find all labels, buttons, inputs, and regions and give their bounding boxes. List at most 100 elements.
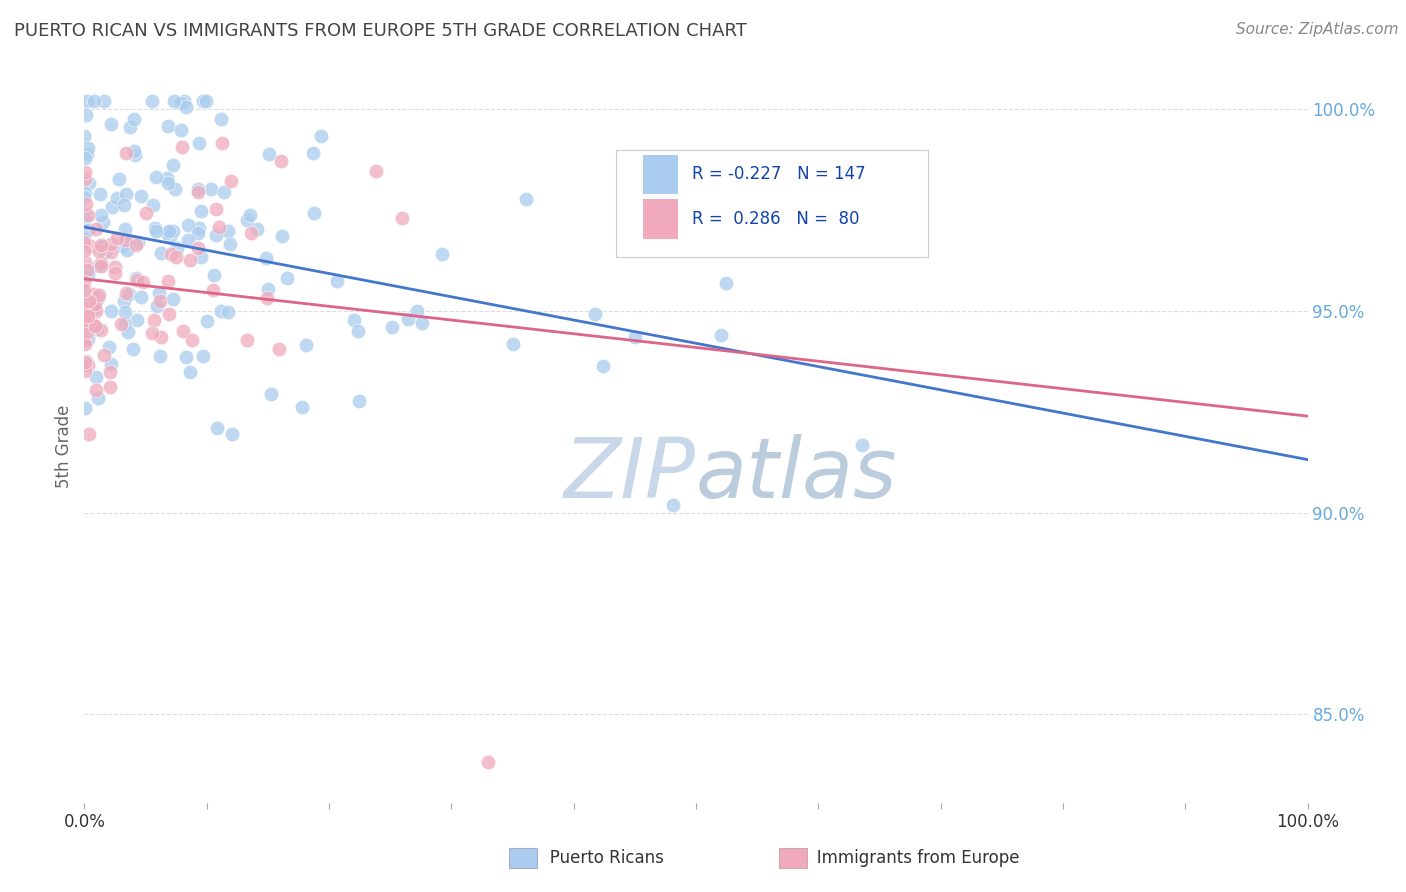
Point bbox=[118, 120, 141, 134]
Point bbox=[502, 337, 524, 351]
Point bbox=[87, 259, 110, 273]
Point bbox=[406, 303, 429, 318]
Point bbox=[112, 198, 135, 212]
Point bbox=[165, 250, 187, 264]
Point bbox=[115, 146, 138, 161]
Point bbox=[127, 273, 149, 287]
Point bbox=[89, 288, 111, 302]
Point bbox=[236, 334, 259, 348]
Point bbox=[90, 208, 112, 222]
Point bbox=[195, 95, 218, 109]
Point bbox=[117, 326, 139, 340]
Point bbox=[73, 211, 96, 226]
Point bbox=[163, 95, 186, 109]
Point bbox=[94, 244, 117, 259]
Point bbox=[396, 311, 419, 326]
Point bbox=[111, 238, 134, 252]
Point bbox=[91, 215, 114, 229]
Point bbox=[73, 275, 96, 289]
Point bbox=[86, 322, 108, 336]
Point bbox=[254, 251, 277, 265]
Point bbox=[187, 226, 209, 240]
Point bbox=[150, 330, 173, 344]
Point bbox=[104, 266, 127, 280]
Point bbox=[209, 304, 232, 318]
Point bbox=[477, 756, 499, 770]
Point bbox=[202, 268, 225, 283]
Point bbox=[276, 271, 298, 285]
Point bbox=[162, 292, 184, 306]
Point bbox=[301, 146, 323, 161]
Point bbox=[93, 95, 115, 109]
Point bbox=[179, 252, 201, 267]
Point bbox=[75, 186, 97, 201]
Point bbox=[326, 273, 349, 287]
Point bbox=[381, 320, 404, 334]
Point bbox=[157, 307, 180, 321]
Point bbox=[125, 313, 148, 327]
Point bbox=[127, 235, 149, 249]
Point bbox=[73, 190, 96, 204]
Point bbox=[73, 254, 96, 268]
Point bbox=[75, 108, 97, 122]
Point bbox=[219, 236, 242, 251]
Point bbox=[141, 95, 163, 109]
Point bbox=[145, 224, 167, 238]
Point bbox=[87, 391, 110, 405]
Point bbox=[347, 393, 370, 408]
Point bbox=[309, 128, 332, 143]
Point bbox=[160, 246, 183, 260]
Point bbox=[343, 312, 366, 326]
Point bbox=[77, 176, 100, 190]
Point bbox=[73, 293, 96, 308]
Point bbox=[115, 186, 138, 201]
Point bbox=[165, 182, 187, 196]
Point bbox=[302, 206, 325, 220]
Point bbox=[125, 270, 148, 285]
Point bbox=[100, 365, 122, 379]
Point bbox=[73, 151, 96, 165]
Point bbox=[73, 232, 96, 246]
Point bbox=[124, 148, 146, 162]
Point bbox=[124, 144, 146, 158]
Point bbox=[75, 313, 97, 327]
Point bbox=[661, 499, 683, 513]
Point bbox=[89, 244, 111, 259]
Point bbox=[73, 301, 96, 315]
Point bbox=[90, 259, 112, 273]
Point bbox=[73, 334, 96, 349]
Point bbox=[77, 262, 100, 277]
Point bbox=[142, 198, 165, 212]
Point bbox=[239, 209, 262, 223]
Point bbox=[190, 250, 212, 264]
Point bbox=[82, 317, 104, 331]
Point bbox=[73, 401, 96, 415]
Point bbox=[73, 244, 96, 259]
Point bbox=[77, 294, 100, 309]
Text: R =  0.286   N =  80: R = 0.286 N = 80 bbox=[692, 210, 860, 228]
Point bbox=[208, 219, 231, 234]
Point bbox=[294, 338, 316, 352]
Point bbox=[205, 202, 228, 217]
Point bbox=[77, 141, 100, 155]
Point bbox=[205, 421, 228, 435]
Point bbox=[174, 350, 197, 364]
Point bbox=[200, 182, 222, 196]
Point bbox=[156, 119, 179, 133]
Point bbox=[391, 211, 413, 225]
Bar bbox=[644, 200, 678, 239]
Point bbox=[145, 169, 167, 184]
Point bbox=[93, 348, 115, 362]
Point bbox=[179, 365, 201, 379]
Point bbox=[191, 95, 214, 109]
Text: atlas: atlas bbox=[696, 434, 897, 515]
Point bbox=[143, 313, 166, 327]
Point bbox=[83, 287, 105, 301]
Point bbox=[260, 387, 283, 401]
Point bbox=[162, 224, 184, 238]
Point bbox=[239, 226, 262, 240]
Point bbox=[84, 370, 107, 384]
Point bbox=[84, 383, 107, 397]
Point bbox=[75, 172, 97, 186]
Point bbox=[172, 324, 194, 338]
